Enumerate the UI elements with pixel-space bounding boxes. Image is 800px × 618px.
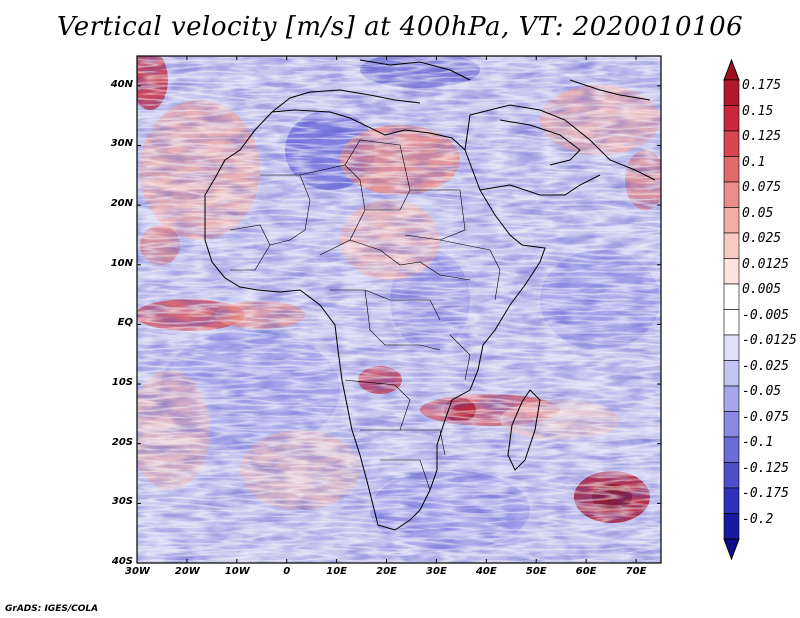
lon-label: 0 xyxy=(283,566,291,577)
colorbar-swatch xyxy=(723,181,740,208)
colorbar-label: 0.175 xyxy=(742,78,782,93)
colorbar-label: -0.175 xyxy=(742,486,789,501)
colorbar-swatch xyxy=(723,79,740,106)
colorbar-swatch xyxy=(723,411,740,438)
footer-credit: GrADS: IGES/COLA xyxy=(5,604,99,614)
colorbar-top-cap xyxy=(723,58,740,81)
longitude-ticks xyxy=(136,56,637,563)
colorbar-swatch xyxy=(723,513,740,540)
map-frame xyxy=(136,55,662,564)
colorbar-label: 0.15 xyxy=(742,103,774,119)
colorbar-swatch xyxy=(723,360,740,387)
coastline xyxy=(204,59,656,531)
country-borders xyxy=(229,139,501,491)
lon-label: 20E xyxy=(376,566,397,577)
lon-label: 50E xyxy=(525,566,547,577)
colorbar-swatch xyxy=(723,334,740,361)
lon-label: 40E xyxy=(475,566,497,577)
lon-label: 60E xyxy=(575,566,597,577)
colorbar-swatch xyxy=(723,258,740,285)
colorbar-swatch xyxy=(723,156,740,183)
colorbar-swatch xyxy=(723,462,740,489)
colorbar-swatch xyxy=(723,283,740,310)
colorbar-label: 0.005 xyxy=(742,282,782,297)
lon-label: 30E xyxy=(426,566,447,577)
lon-label: 10W xyxy=(224,566,250,577)
lat-label: 10S xyxy=(111,377,133,389)
lon-label: 10E xyxy=(326,566,347,577)
colorbar-swatch xyxy=(723,385,740,412)
colorbar-label: 0.075 xyxy=(742,180,782,195)
lon-label: 20W xyxy=(174,566,200,577)
colorbar-label: -0.005 xyxy=(742,307,789,323)
colorbar-swatch xyxy=(723,436,740,463)
colorbar-swatch xyxy=(723,232,740,259)
latitude-ticks xyxy=(137,85,661,564)
colorbar-label: 0.1 xyxy=(742,154,766,170)
colorbar-label: -0.2 xyxy=(742,511,774,527)
colorbar-swatch xyxy=(723,130,740,157)
lat-label: 40S xyxy=(111,556,133,567)
colorbar-label: -0.0125 xyxy=(742,333,797,348)
lat-label: EQ xyxy=(117,317,133,329)
lat-label: 20S xyxy=(111,436,133,448)
colorbar-swatch xyxy=(723,487,740,514)
map-title: Vertical velocity [m/s] at 400hPa, VT: 2… xyxy=(56,12,744,42)
colorbar-label: 0.025 xyxy=(742,231,782,246)
lat-label: 20N xyxy=(110,198,133,210)
lat-label: 30N xyxy=(110,138,133,150)
colorbar-swatch xyxy=(723,207,740,234)
colorbar-label: 0.05 xyxy=(742,205,774,221)
colorbar-bottom-cap xyxy=(723,538,740,561)
velocity-field xyxy=(137,56,661,563)
colorbar xyxy=(723,58,740,561)
lat-label: 30S xyxy=(111,496,133,508)
colorbar-label: -0.1 xyxy=(742,435,774,450)
lat-label: 40N xyxy=(110,78,133,90)
colorbar-swatch xyxy=(723,105,740,132)
lon-label: 30W xyxy=(125,566,150,577)
colorbar-label: -0.125 xyxy=(742,460,789,476)
colorbar-label: 0.125 xyxy=(742,129,782,144)
lat-label: 10N xyxy=(110,257,133,269)
lon-label: 70E xyxy=(625,566,647,577)
colorbar-label: 0.0125 xyxy=(742,256,789,272)
colorbar-label: -0.025 xyxy=(742,358,789,374)
colorbar-swatch xyxy=(723,309,740,336)
colorbar-label: -0.075 xyxy=(742,409,789,425)
colorbar-label: -0.05 xyxy=(742,384,782,399)
